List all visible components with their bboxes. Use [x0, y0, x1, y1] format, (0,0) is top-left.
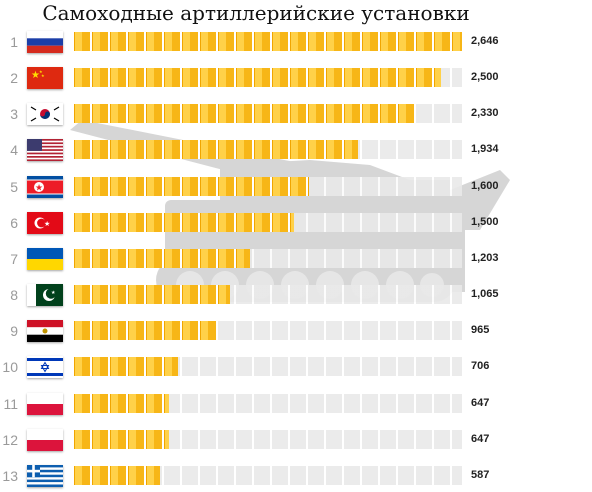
south-korea-flag-icon [27, 103, 63, 126]
value-label: 2,500 [471, 71, 499, 84]
bar-row: 1 2,646 [0, 31, 592, 55]
bar-row: 10 706 [0, 356, 592, 380]
svg-text:★: ★ [39, 69, 43, 74]
turkey-flag-icon: ★ [27, 211, 63, 234]
svg-text:★: ★ [44, 220, 50, 228]
pakistan-flag-icon: ★ [27, 284, 63, 307]
egypt-flag-icon [27, 320, 63, 343]
value-label: 647 [471, 432, 490, 445]
rank-label: 2 [10, 70, 18, 87]
poland-flag-icon [27, 392, 63, 415]
svg-text:★: ★ [51, 290, 56, 296]
russia-flag-icon [27, 31, 63, 53]
bar [74, 32, 462, 51]
value-label: 1,600 [471, 179, 499, 192]
rank-label: 12 [2, 431, 18, 448]
rank-label: 3 [10, 106, 18, 123]
bar-row: 9 965 [0, 320, 592, 344]
ukraine-flag-icon [27, 247, 63, 270]
israel-flag-icon [27, 356, 63, 379]
bar-row: 7 1,203 [0, 247, 592, 272]
bar-row: 12 647 [0, 428, 592, 453]
bar [74, 212, 294, 232]
svg-text:★: ★ [35, 183, 43, 193]
bar-track [74, 429, 462, 449]
rank-label: 7 [10, 250, 18, 267]
rank-label: 6 [10, 214, 18, 231]
bar-track [74, 393, 462, 413]
bar [74, 176, 309, 196]
greece-flag-icon [27, 464, 63, 487]
bar [74, 248, 250, 268]
bar-row: 6 ★ 1,500 [0, 211, 592, 236]
value-label: 2,330 [471, 107, 499, 120]
bar [74, 285, 230, 305]
bar-row: 4 1,934 [0, 139, 592, 163]
bar [74, 429, 169, 449]
china-flag-icon: ★ ★★ [27, 67, 63, 90]
bar [74, 321, 216, 341]
bar [74, 357, 178, 377]
svg-text:★: ★ [31, 70, 40, 81]
bar [74, 68, 441, 88]
value-label: 1,065 [471, 288, 499, 301]
bar-row: 11 647 [0, 392, 592, 417]
bar-row: 13 587 [0, 464, 592, 489]
rank-label: 9 [10, 323, 18, 340]
rank-label: 11 [3, 395, 18, 412]
value-label: 1,203 [471, 251, 499, 264]
bar-row: 3 2,330 [0, 103, 592, 127]
value-label: 965 [471, 324, 490, 337]
value-label: 1,500 [471, 215, 499, 228]
rank-label: 4 [10, 142, 18, 159]
usa-flag-icon [27, 139, 63, 162]
poland-flag-icon [27, 428, 63, 451]
rank-label: 1 [10, 34, 18, 50]
rank-label: 13 [2, 467, 18, 484]
bar [74, 393, 169, 413]
bar-row: 5 ★ 1,600 [0, 175, 592, 200]
rank-label: 10 [2, 359, 18, 376]
value-label: 647 [471, 396, 490, 409]
svg-text:★: ★ [41, 73, 45, 78]
chart-title: Самоходные артиллерийские установки [42, 1, 470, 25]
bar [74, 140, 358, 160]
value-label: 1,934 [471, 143, 499, 156]
rank-label: 8 [10, 287, 18, 304]
bar-row: 2 ★ ★ ★ 2,500 [0, 67, 592, 91]
value-label: 587 [471, 468, 490, 481]
bar [74, 104, 416, 124]
bar-row: 8 ★ 1,065 [0, 284, 592, 308]
value-label: 706 [471, 360, 490, 373]
value-label: 2,646 [471, 35, 499, 47]
bar [74, 465, 160, 485]
rank-label: 5 [10, 178, 18, 195]
bar-track [74, 465, 462, 485]
north-korea-flag-icon: ★ [27, 175, 63, 198]
